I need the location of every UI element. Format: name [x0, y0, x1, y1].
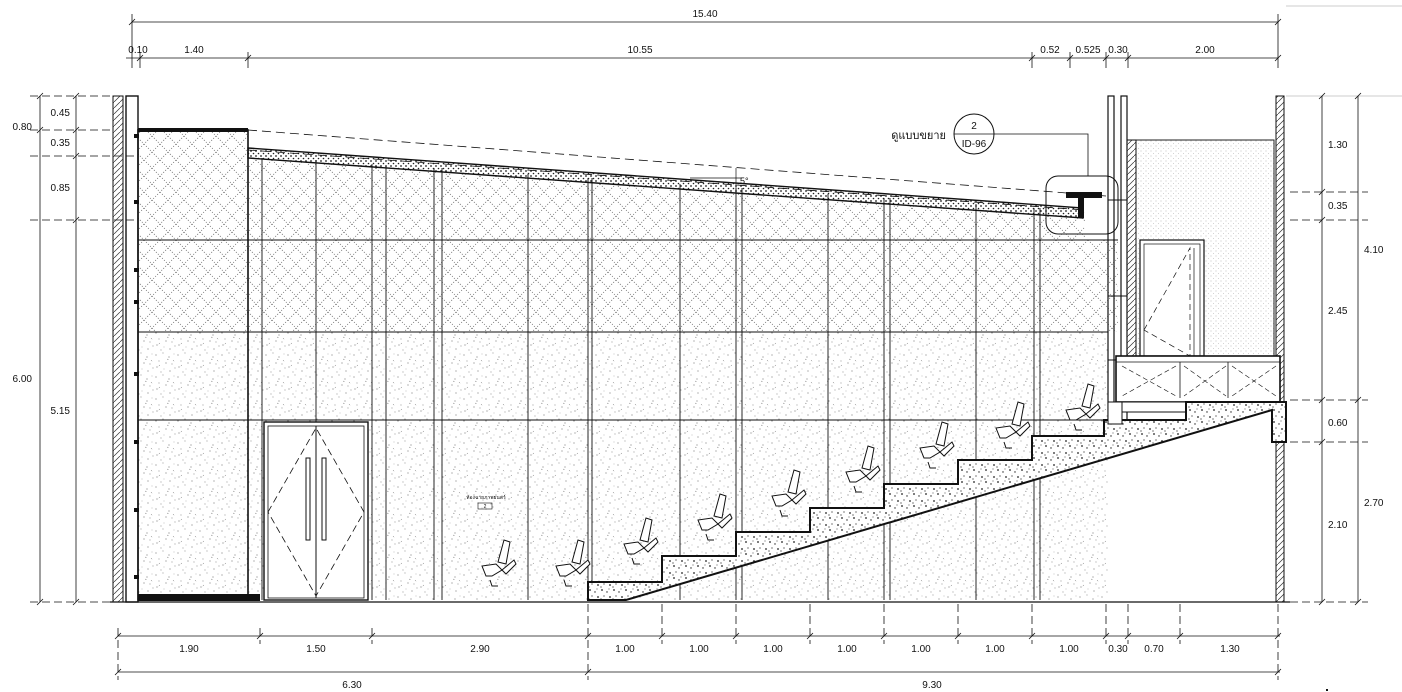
svg-text:4.10: 4.10: [1364, 245, 1384, 256]
svg-text:1.50: 1.50: [306, 644, 326, 655]
svg-text:1.90: 1.90: [179, 644, 199, 655]
roof-ceiling: [137, 128, 1107, 601]
svg-text:2.10: 2.10: [1328, 520, 1348, 531]
svg-text:0.45: 0.45: [51, 108, 71, 119]
right-dimensions: [1290, 92, 1368, 606]
callout-number: 2: [971, 121, 977, 132]
svg-text:0.80: 0.80: [13, 122, 33, 133]
svg-text:0.525: 0.525: [1075, 45, 1100, 56]
svg-text:2.70: 2.70: [1364, 498, 1384, 509]
callout-note: ดูแบบขยาย: [891, 130, 946, 142]
svg-text:1.00: 1.00: [689, 644, 709, 655]
svg-text:0.60: 0.60: [1328, 418, 1348, 429]
callout-sheet: ID-96: [962, 139, 987, 150]
svg-text:2.45: 2.45: [1328, 306, 1348, 317]
top-dimensions: [126, 5, 1402, 97]
svg-text:0.35: 0.35: [51, 138, 71, 149]
svg-text:1.00: 1.00: [615, 644, 635, 655]
stepped-slab: [587, 401, 1287, 601]
svg-text:1.40: 1.40: [184, 45, 204, 56]
bottom-dimension-labels: 1.90 1.50 2.90 1.00 1.00 1.00 1.00 1.00 …: [179, 644, 1240, 691]
entrance-door: [263, 421, 369, 601]
projection-room: [1115, 239, 1281, 413]
svg-text:1.00: 1.00: [837, 644, 857, 655]
svg-text:1.30: 1.30: [1328, 140, 1348, 151]
svg-text:0.52: 0.52: [1040, 45, 1060, 56]
svg-text:0.35: 0.35: [1328, 201, 1348, 212]
svg-text:1.00: 1.00: [911, 644, 931, 655]
seats: [481, 383, 1101, 587]
detail-callout: 2 ID-96 ดูแบบขยาย: [891, 113, 1119, 235]
svg-text:6.00: 6.00: [13, 374, 33, 385]
svg-text:5.15: 5.15: [51, 406, 71, 417]
left-dimensions: [30, 92, 138, 606]
bottom-dimensions: [114, 604, 1328, 691]
svg-text:0.85: 0.85: [51, 183, 71, 194]
left-dimension-labels: 0.80 6.00 0.45 0.35 0.85 5.15: [13, 108, 71, 417]
svg-text:0.30: 0.30: [1108, 644, 1128, 655]
svg-text:0.10: 0.10: [128, 45, 148, 56]
svg-text:6.30: 6.30: [342, 680, 362, 691]
svg-text:15.40: 15.40: [692, 9, 717, 20]
svg-text:9.30: 9.30: [922, 680, 942, 691]
svg-text:0.30: 0.30: [1108, 45, 1128, 56]
svg-text:2.90: 2.90: [470, 644, 490, 655]
svg-text:ห้องฉายภาพยนตร์: ห้องฉายภาพยนตร์: [466, 494, 506, 501]
grid-lines: [138, 158, 1118, 600]
slope-mark: 5°: [690, 168, 749, 192]
top-dimension-labels: 15.40 0.10 1.40 10.55 0.52 0.525 0.30 2.…: [128, 9, 1215, 56]
left-wall: [112, 95, 139, 603]
svg-text:10.55: 10.55: [627, 45, 652, 56]
svg-text:1.00: 1.00: [763, 644, 783, 655]
svg-text:2.00: 2.00: [1195, 45, 1215, 56]
right-dimension-labels: 1.30 0.35 2.45 0.60 2.10 4.10 2.70: [1328, 140, 1384, 531]
room-sign: ห้องฉายภาพยนตร์ 2: [466, 494, 506, 510]
svg-text:2: 2: [484, 504, 487, 510]
svg-text:1.00: 1.00: [1059, 644, 1079, 655]
svg-text:1.30: 1.30: [1220, 644, 1240, 655]
svg-text:0.70: 0.70: [1144, 644, 1164, 655]
svg-text:5°: 5°: [740, 176, 749, 186]
svg-text:1.00: 1.00: [985, 644, 1005, 655]
